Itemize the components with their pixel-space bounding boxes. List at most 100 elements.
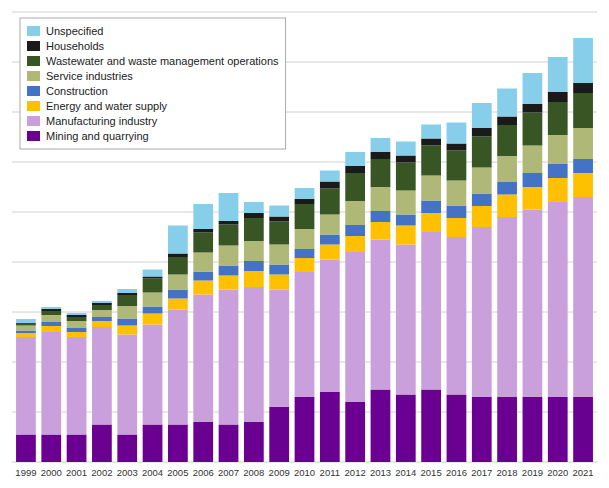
- bar-segment: [117, 319, 137, 326]
- legend-swatch: [27, 86, 40, 96]
- bar-segment: [168, 310, 188, 425]
- x-axis: 1999200020012002200320042005200620072008…: [15, 467, 593, 478]
- bar-segment: [269, 265, 289, 275]
- bar-segment: [117, 435, 137, 463]
- x-tick-label: 2010: [294, 467, 315, 478]
- bar-segment: [345, 152, 365, 166]
- bar-segment: [67, 317, 87, 321]
- bar-segment: [497, 397, 517, 462]
- bar-segment: [548, 397, 568, 462]
- x-tick-label: 2013: [370, 467, 391, 478]
- bar-segment: [67, 313, 87, 315]
- bar-segment: [371, 138, 391, 152]
- bar-segment: [67, 315, 87, 317]
- bar-segment: [421, 125, 441, 139]
- bar-segment: [143, 279, 163, 293]
- bar-segment: [345, 173, 365, 201]
- bar-segment: [117, 289, 137, 293]
- legend-label: Service industries: [46, 70, 133, 82]
- bar-segment: [269, 217, 289, 222]
- bars: [16, 38, 593, 462]
- bar-segment: [396, 156, 416, 163]
- bar-segment: [67, 328, 87, 332]
- bar-segment: [168, 425, 188, 463]
- bar-segment: [41, 315, 61, 322]
- bar-segment: [16, 435, 36, 463]
- bar-segment: [472, 227, 492, 397]
- bar-segment: [143, 314, 163, 325]
- legend-swatch: [27, 56, 40, 66]
- bar-segment: [219, 193, 239, 221]
- bar-segment: [320, 392, 340, 462]
- bar-segment: [497, 156, 517, 182]
- bar-segment: [396, 215, 416, 226]
- bar-segment: [16, 326, 36, 331]
- bar-segment: [345, 166, 365, 173]
- legend-swatch: [27, 101, 40, 111]
- bar-segment: [269, 222, 289, 245]
- bar-segment: [472, 194, 492, 207]
- legend-swatch: [27, 131, 40, 141]
- bar-segment: [219, 425, 239, 463]
- grid-line: [12, 12, 597, 13]
- bar-segment: [41, 311, 61, 315]
- bar-segment: [548, 178, 568, 202]
- bar-segment: [396, 245, 416, 395]
- bar-segment: [447, 237, 467, 395]
- bar-segment: [573, 397, 593, 462]
- legend-swatch: [27, 41, 40, 51]
- bar-segment: [447, 181, 467, 206]
- bar-segment: [320, 215, 340, 235]
- bar-segment: [269, 407, 289, 462]
- bar-segment: [320, 171, 340, 182]
- bar-segment: [371, 187, 391, 211]
- bar-segment: [269, 245, 289, 265]
- bar-segment: [447, 218, 467, 237]
- bar-segment: [371, 152, 391, 159]
- bar-segment: [193, 253, 213, 272]
- bar-segment: [497, 117, 517, 126]
- bar-segment: [269, 206, 289, 217]
- x-tick-label: 2012: [345, 467, 366, 478]
- bar-segment: [472, 137, 492, 168]
- legend-label: Wastewater and waste management operatio…: [46, 55, 279, 67]
- bar-segment: [16, 333, 36, 337]
- bar-segment: [269, 290, 289, 408]
- bar-segment: [472, 168, 492, 194]
- bar-segment: [472, 397, 492, 462]
- bar-segment: [396, 191, 416, 215]
- bar-segment: [345, 201, 365, 225]
- bar-segment: [497, 182, 517, 195]
- bar-segment: [573, 93, 593, 128]
- bar-segment: [447, 151, 467, 181]
- bar-segment: [573, 128, 593, 159]
- bar-segment: [168, 257, 188, 275]
- x-tick-label: 2018: [497, 467, 518, 478]
- bar-segment: [548, 135, 568, 164]
- bar-segment: [16, 323, 36, 326]
- bar-segment: [320, 189, 340, 215]
- x-tick-label: 2014: [395, 467, 416, 478]
- bar-segment: [117, 295, 137, 306]
- x-tick-label: 2015: [421, 467, 442, 478]
- bar-segment: [193, 272, 213, 281]
- bar-segment: [421, 232, 441, 390]
- x-tick-label: 2001: [66, 467, 87, 478]
- bar-segment: [168, 254, 188, 258]
- x-tick-label: 1999: [15, 467, 36, 478]
- bar-segment: [447, 123, 467, 144]
- bar-segment: [320, 182, 340, 189]
- legend-box: [20, 18, 286, 149]
- bar-segment: [295, 229, 315, 249]
- bar-segment: [244, 261, 264, 271]
- bar-segment: [497, 125, 517, 156]
- legend-swatch: [27, 26, 40, 36]
- bar-segment: [41, 309, 61, 311]
- bar-segment: [117, 293, 137, 295]
- bar-segment: [67, 332, 87, 337]
- bar-segment: [143, 325, 163, 425]
- bar-segment: [143, 307, 163, 314]
- legend-label: Energy and water supply: [46, 100, 168, 112]
- bar-segment: [371, 159, 391, 187]
- bar-segment: [67, 321, 87, 328]
